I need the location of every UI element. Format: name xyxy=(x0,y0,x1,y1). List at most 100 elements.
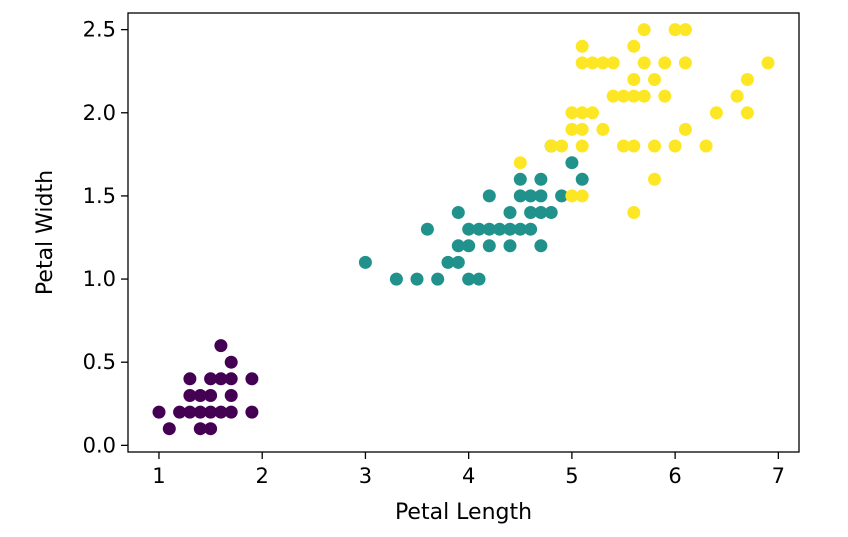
data-point-s2-0 xyxy=(513,156,527,170)
data-point-s2-26 xyxy=(637,56,651,70)
data-point-s1-19 xyxy=(503,222,517,236)
data-point-s0-4 xyxy=(183,389,197,402)
data-point-s1-29 xyxy=(534,189,548,203)
data-point-s0-3 xyxy=(183,405,197,419)
y-axis-title: Petal Width xyxy=(33,170,58,295)
data-point-s2-39 xyxy=(709,106,723,120)
data-point-s1-6 xyxy=(451,255,465,269)
data-point-s1-12 xyxy=(472,272,486,286)
data-point-s0-1 xyxy=(162,422,176,436)
data-point-s2-40 xyxy=(730,89,744,103)
data-point-s2-30 xyxy=(648,73,661,86)
x-tick-label: 6 xyxy=(668,464,681,488)
points-layer xyxy=(152,23,775,436)
data-point-s2-36 xyxy=(678,56,692,70)
data-point-s0-13 xyxy=(214,405,228,419)
data-point-s2-15 xyxy=(596,56,610,70)
data-point-s2-42 xyxy=(740,73,754,86)
data-point-s1-17 xyxy=(493,222,507,236)
data-point-s2-3 xyxy=(565,189,579,203)
data-point-s2-34 xyxy=(668,23,682,37)
data-point-s2-2 xyxy=(555,139,569,153)
x-tick-label: 4 xyxy=(462,464,475,488)
data-point-s1-16 xyxy=(482,189,496,203)
data-point-s2-11 xyxy=(575,39,589,53)
data-point-s0-9 xyxy=(204,405,218,419)
data-point-s1-30 xyxy=(534,172,548,186)
data-point-s1-24 xyxy=(524,222,538,236)
data-point-s1-28 xyxy=(534,206,548,219)
data-point-s2-32 xyxy=(658,56,672,70)
data-point-s2-28 xyxy=(648,172,661,186)
y-tick-label: 0.5 xyxy=(83,350,116,374)
data-point-s1-0 xyxy=(358,255,372,269)
data-point-s2-12 xyxy=(586,106,599,120)
x-tick-label: 7 xyxy=(772,464,785,488)
data-point-s1-31 xyxy=(544,206,558,219)
data-point-s2-37 xyxy=(678,23,692,37)
data-point-s2-29 xyxy=(648,139,661,153)
data-point-s2-33 xyxy=(668,139,682,153)
y-tick-label: 2.0 xyxy=(83,101,116,125)
data-point-s2-8 xyxy=(575,122,589,136)
data-point-s1-35 xyxy=(575,172,589,186)
data-point-s1-5 xyxy=(441,255,455,269)
data-point-s0-8 xyxy=(193,422,207,436)
data-point-s2-25 xyxy=(637,89,651,103)
data-point-s2-20 xyxy=(627,206,641,219)
data-point-s0-6 xyxy=(193,405,207,419)
data-point-s0-19 xyxy=(224,355,238,369)
data-point-s2-7 xyxy=(575,139,589,153)
x-tick-label: 5 xyxy=(565,464,578,488)
data-point-s1-33 xyxy=(555,189,569,203)
data-point-s2-17 xyxy=(606,56,620,70)
data-point-s1-18 xyxy=(503,239,517,253)
data-point-s1-2 xyxy=(410,272,424,286)
data-point-s0-2 xyxy=(173,405,187,419)
y-tick-label: 1.5 xyxy=(83,184,116,208)
data-point-s2-23 xyxy=(627,73,641,86)
data-point-s0-16 xyxy=(224,405,238,419)
data-point-s2-6 xyxy=(575,189,589,203)
data-point-s1-9 xyxy=(462,272,476,286)
data-point-s2-41 xyxy=(740,106,754,120)
data-point-s2-35 xyxy=(678,122,692,136)
data-point-s1-20 xyxy=(503,206,517,219)
data-point-s2-19 xyxy=(617,89,630,103)
data-point-s1-34 xyxy=(565,156,579,170)
data-point-s2-14 xyxy=(596,122,610,136)
x-tick-label: 3 xyxy=(359,464,372,488)
x-tick-label: 1 xyxy=(152,464,165,488)
y-tick-label: 2.5 xyxy=(83,18,116,42)
data-point-s2-4 xyxy=(565,122,579,136)
data-point-s1-27 xyxy=(534,239,548,253)
data-point-s1-4 xyxy=(431,272,445,286)
data-point-s0-0 xyxy=(152,405,166,419)
plot-frame xyxy=(127,12,800,453)
data-point-s1-3 xyxy=(420,222,434,236)
data-point-s1-13 xyxy=(472,222,486,236)
data-point-s2-16 xyxy=(606,89,620,103)
data-point-s1-25 xyxy=(524,206,538,219)
data-point-s2-1 xyxy=(544,139,558,153)
data-point-s2-21 xyxy=(627,139,641,153)
data-point-s1-1 xyxy=(389,272,403,286)
data-point-s1-11 xyxy=(462,222,476,236)
data-point-s2-31 xyxy=(658,89,672,103)
data-point-s2-13 xyxy=(586,56,599,70)
data-point-s0-21 xyxy=(245,372,259,386)
data-point-s0-17 xyxy=(224,389,238,402)
data-point-s0-18 xyxy=(224,372,238,386)
data-point-s0-5 xyxy=(183,372,197,386)
data-point-s1-15 xyxy=(482,222,496,236)
data-point-s1-21 xyxy=(513,222,527,236)
data-point-s1-14 xyxy=(482,239,496,253)
data-point-s2-5 xyxy=(565,106,579,120)
data-point-s0-12 xyxy=(204,372,218,386)
data-point-s0-20 xyxy=(245,405,259,419)
data-point-s2-43 xyxy=(761,56,775,70)
data-point-s2-18 xyxy=(617,139,630,153)
data-point-s2-38 xyxy=(699,139,713,153)
